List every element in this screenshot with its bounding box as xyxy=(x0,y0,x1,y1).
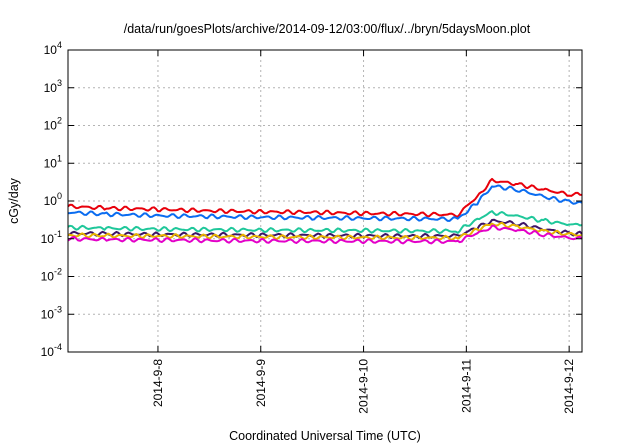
series-line xyxy=(67,177,583,218)
series-line xyxy=(67,184,583,222)
y-tick-label: 10-3 xyxy=(41,304,62,321)
y-tick-label: 10-1 xyxy=(41,229,62,246)
series-lines xyxy=(67,177,583,245)
x-tick-label: 2014-9-8 xyxy=(151,359,165,407)
y-tick-label: 100 xyxy=(44,191,62,208)
y-tick-label: 101 xyxy=(44,153,62,170)
chart-title: /data/run/goesPlots/archive/2014-09-12/0… xyxy=(124,22,531,36)
series-line xyxy=(67,224,583,245)
series-line xyxy=(67,221,583,241)
y-tick-label: 10-2 xyxy=(41,267,62,284)
y-tick-label: 104 xyxy=(44,40,62,57)
x-axis-ticks: 2014-9-8 2014-9-9 2014-9-10 2014-9-11 2014-9… xyxy=(151,50,576,414)
grid xyxy=(68,50,582,352)
x-tick-label: 2014-9-12 xyxy=(562,359,576,414)
x-tick-label: 2014-9-10 xyxy=(357,359,371,414)
x-tick-label: 2014-9-11 xyxy=(459,359,473,413)
y-tick-label: 103 xyxy=(44,78,62,95)
x-tick-label: 2014-9-9 xyxy=(254,359,268,407)
x-axis-label: Coordinated Universal Time (UTC) xyxy=(229,429,421,443)
y-tick-label: 10-4 xyxy=(41,342,62,359)
series-line xyxy=(67,210,583,235)
y-axis-ticks: 10-4 10-3 10-2 10-1 100 101 102 103 104 xyxy=(41,40,582,359)
y-tick-label: 102 xyxy=(44,116,62,133)
y-axis-label: cGy/day xyxy=(7,177,21,224)
